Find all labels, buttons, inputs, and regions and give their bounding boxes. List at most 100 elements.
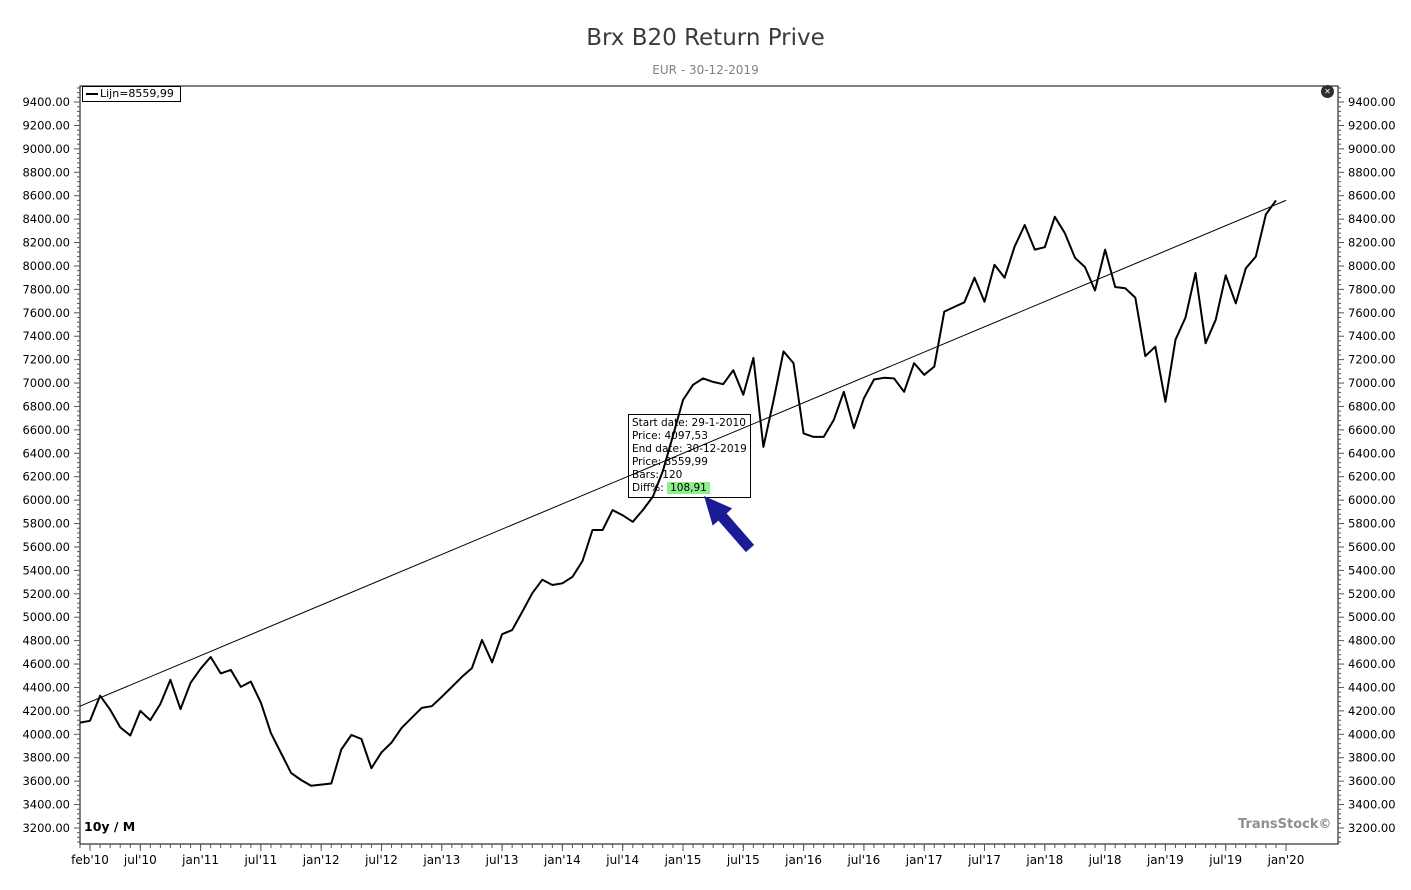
svg-text:6200.00: 6200.00 [1348, 470, 1396, 484]
plot-border [79, 85, 1339, 845]
svg-text:5400.00: 5400.00 [22, 563, 70, 577]
tooltip-line: Price: 8559,99 [632, 456, 708, 468]
svg-text:jul'12: jul'12 [364, 853, 398, 867]
svg-text:6600.00: 6600.00 [22, 423, 70, 437]
svg-text:jan'15: jan'15 [664, 853, 702, 867]
svg-text:4200.00: 4200.00 [22, 704, 70, 718]
svg-text:6600.00: 6600.00 [1348, 423, 1396, 437]
svg-text:jan'19: jan'19 [1146, 853, 1184, 867]
chart-subtitle: EUR - 30-12-2019 [652, 63, 759, 77]
svg-text:4800.00: 4800.00 [22, 634, 70, 648]
svg-text:jul'10: jul'10 [123, 853, 157, 867]
svg-text:3200.00: 3200.00 [1348, 821, 1396, 835]
svg-text:3400.00: 3400.00 [1348, 798, 1396, 812]
svg-text:7400.00: 7400.00 [1348, 329, 1396, 343]
svg-text:4000.00: 4000.00 [1348, 727, 1396, 741]
svg-text:9000.00: 9000.00 [22, 142, 70, 156]
svg-text:8600.00: 8600.00 [22, 189, 70, 203]
svg-text:3800.00: 3800.00 [1348, 751, 1396, 765]
svg-text:6000.00: 6000.00 [22, 493, 70, 507]
svg-text:8800.00: 8800.00 [22, 165, 70, 179]
svg-text:jan'17: jan'17 [905, 853, 943, 867]
svg-text:3200.00: 3200.00 [22, 821, 70, 835]
svg-text:jan'18: jan'18 [1025, 853, 1063, 867]
svg-text:8400.00: 8400.00 [22, 212, 70, 226]
price-line [79, 199, 1277, 787]
tooltip-diff-value: 108,91 [667, 482, 710, 494]
tooltip-lines: Start date: 29-1-2010 Price: 4097,53 End d… [632, 417, 747, 482]
svg-text:4600.00: 4600.00 [1348, 657, 1396, 671]
page-title: Brx B20 Return Prive [586, 25, 825, 51]
svg-text:jul'17: jul'17 [967, 853, 1001, 867]
svg-text:4600.00: 4600.00 [22, 657, 70, 671]
svg-text:5000.00: 5000.00 [1348, 610, 1396, 624]
tooltip-diff-line: Diff%: 108,91 [632, 482, 747, 495]
svg-text:5200.00: 5200.00 [22, 587, 70, 601]
svg-text:5400.00: 5400.00 [1348, 563, 1396, 577]
svg-text:5600.00: 5600.00 [1348, 540, 1396, 554]
tooltip-diff-label: Diff%: [632, 482, 664, 494]
svg-text:3600.00: 3600.00 [22, 774, 70, 788]
svg-text:6000.00: 6000.00 [1348, 493, 1396, 507]
svg-text:5800.00: 5800.00 [1348, 517, 1396, 531]
svg-text:jan'12: jan'12 [302, 853, 340, 867]
svg-text:jul'14: jul'14 [605, 853, 639, 867]
svg-text:6800.00: 6800.00 [22, 399, 70, 413]
svg-text:8200.00: 8200.00 [22, 236, 70, 250]
trend-line [79, 199, 1287, 707]
svg-text:8400.00: 8400.00 [1348, 212, 1396, 226]
svg-text:3800.00: 3800.00 [22, 751, 70, 765]
svg-text:7600.00: 7600.00 [22, 306, 70, 320]
svg-text:8000.00: 8000.00 [22, 259, 70, 273]
close-icon[interactable]: ✕ [1321, 85, 1334, 98]
svg-text:4800.00: 4800.00 [1348, 634, 1396, 648]
svg-text:5000.00: 5000.00 [22, 610, 70, 624]
svg-text:4200.00: 4200.00 [1348, 704, 1396, 718]
svg-text:feb'10: feb'10 [71, 853, 109, 867]
svg-text:6200.00: 6200.00 [22, 470, 70, 484]
svg-text:9000.00: 9000.00 [1348, 142, 1396, 156]
svg-text:4400.00: 4400.00 [22, 680, 70, 694]
svg-text:4400.00: 4400.00 [1348, 680, 1396, 694]
tooltip-line: End date: 30-12-2019 [632, 443, 747, 455]
svg-text:5800.00: 5800.00 [22, 517, 70, 531]
svg-text:8800.00: 8800.00 [1348, 165, 1396, 179]
svg-text:7200.00: 7200.00 [22, 353, 70, 367]
trendline-legend: Lijn=8559,99 [82, 86, 181, 102]
svg-text:8200.00: 8200.00 [1348, 236, 1396, 250]
svg-text:jan'11: jan'11 [181, 853, 219, 867]
svg-text:9200.00: 9200.00 [1348, 118, 1396, 132]
measure-tooltip: Start date: 29-1-2010 Price: 4097,53 End d… [628, 414, 751, 498]
tooltip-line: Bars: 120 [632, 469, 683, 481]
svg-text:3400.00: 3400.00 [22, 798, 70, 812]
svg-text:jul'18: jul'18 [1088, 853, 1122, 867]
svg-text:jan'13: jan'13 [422, 853, 460, 867]
svg-text:3600.00: 3600.00 [1348, 774, 1396, 788]
svg-text:jul'19: jul'19 [1208, 853, 1242, 867]
svg-text:jul'15: jul'15 [726, 853, 760, 867]
legend-label: Lijn=8559,99 [100, 87, 174, 100]
tooltip-line: Price: 4097,53 [632, 430, 708, 442]
svg-text:7800.00: 7800.00 [22, 282, 70, 296]
svg-text:7600.00: 7600.00 [1348, 306, 1396, 320]
brand-label: TransStock© [1238, 817, 1332, 832]
legend-line-swatch-icon [86, 92, 98, 95]
svg-text:7000.00: 7000.00 [22, 376, 70, 390]
svg-text:jan'16: jan'16 [784, 853, 822, 867]
timeframe-label: 10y / M [84, 819, 136, 834]
tooltip-line: Start date: 29-1-2010 [632, 417, 746, 429]
svg-text:jul'13: jul'13 [485, 853, 519, 867]
svg-text:9200.00: 9200.00 [22, 118, 70, 132]
svg-text:7200.00: 7200.00 [1348, 353, 1396, 367]
svg-text:jul'11: jul'11 [243, 853, 277, 867]
svg-text:7000.00: 7000.00 [1348, 376, 1396, 390]
svg-text:7800.00: 7800.00 [1348, 282, 1396, 296]
svg-text:8000.00: 8000.00 [1348, 259, 1396, 273]
svg-text:6800.00: 6800.00 [1348, 399, 1396, 413]
svg-text:9400.00: 9400.00 [1348, 95, 1396, 109]
svg-text:8600.00: 8600.00 [1348, 189, 1396, 203]
svg-text:6400.00: 6400.00 [22, 446, 70, 460]
svg-text:6400.00: 6400.00 [1348, 446, 1396, 460]
